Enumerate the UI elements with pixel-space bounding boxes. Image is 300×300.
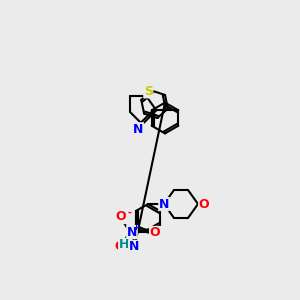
Text: H: H [119,238,129,251]
Text: N: N [159,197,169,211]
Text: O: O [116,211,126,224]
Text: N: N [129,241,139,254]
Text: S: S [144,85,153,98]
Text: O: O [199,197,209,211]
Text: -: - [127,208,131,218]
Text: N: N [133,123,143,136]
Text: N: N [127,226,137,238]
Text: +: + [133,223,140,232]
Text: O: O [150,226,160,239]
Text: O: O [115,241,125,254]
